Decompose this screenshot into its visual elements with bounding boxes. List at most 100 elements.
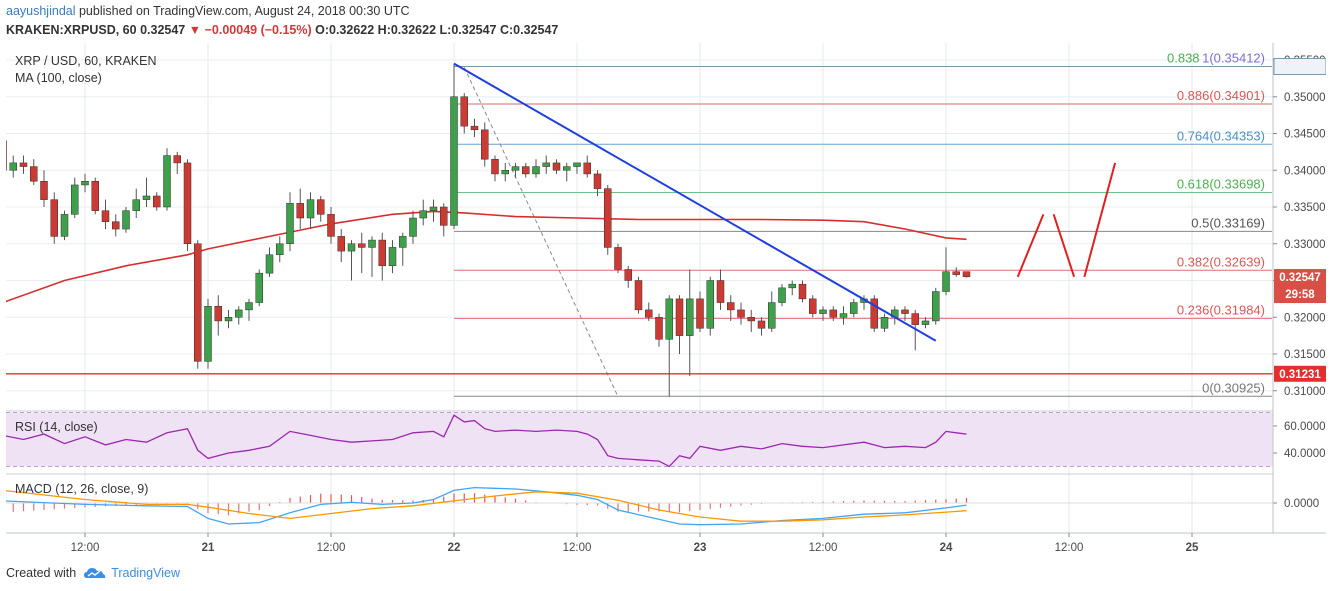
fib-level-label: 0.764(0.34353) (1177, 128, 1265, 143)
candle-down (809, 295, 817, 318)
price-tick-label: 0.32000 (1284, 312, 1326, 324)
candle-body (399, 236, 407, 248)
candle-body (911, 313, 919, 325)
candle-down (30, 159, 38, 185)
candle-body (347, 243, 356, 252)
time-tick-label: 12:00 (317, 542, 346, 554)
candle-down (460, 93, 468, 134)
candle-body (245, 302, 253, 311)
candle-down (296, 188, 304, 230)
candle-up (409, 210, 417, 244)
rsi-band (6, 412, 1273, 467)
candle-body (542, 162, 550, 167)
candle-body (6, 140, 7, 171)
candle-body (122, 210, 130, 230)
candle-body (634, 280, 643, 311)
rsi-title: RSI (14, close) (15, 420, 98, 434)
last-price-marker: 0.32547 29:58 (1274, 269, 1326, 304)
candle-body (706, 280, 714, 329)
candle-body (153, 195, 161, 208)
candle-up (81, 173, 89, 193)
candle-down (675, 295, 684, 354)
time-tick-label: 12:00 (1055, 542, 1084, 554)
projection-stroke (1016, 213, 1045, 278)
candle-body (440, 206, 448, 226)
candle-body (727, 302, 735, 311)
time-tick-label: 12:00 (563, 542, 592, 554)
candle-down (655, 313, 663, 347)
candle-up (286, 192, 294, 252)
candle-down (634, 276, 643, 314)
time-tick-label: 22 (448, 542, 461, 554)
candle-up (532, 159, 540, 178)
candle-up (204, 298, 212, 369)
down-arrow-icon: ▼ (188, 23, 202, 37)
macd-pane: 0.0000 MACD (12, 26, close, 9) (6, 482, 1319, 526)
candle-body (409, 217, 417, 237)
candle-down (153, 192, 161, 211)
author-link[interactable]: aayushjindal (6, 4, 76, 18)
candle-down (552, 159, 561, 174)
candle-up (501, 162, 509, 182)
countdown-text: 29:58 (1285, 289, 1315, 301)
candle-up (132, 188, 140, 219)
publish-info: aayushjindal published on TradingView.co… (6, 4, 410, 18)
candle-body (358, 243, 366, 248)
price-tick-label: 0.31000 (1284, 386, 1326, 398)
candle-down (470, 118, 479, 138)
candle-body (91, 181, 99, 211)
candle-up (276, 236, 284, 263)
symbol-info: KRAKEN:XRPUSD, 60 0.32547 ▼ −0.00049 (−0… (6, 23, 558, 37)
candle-up (450, 63, 458, 230)
candle-body (276, 243, 284, 256)
candle-up (778, 284, 786, 307)
last-price-marker-text: 0.32547 (1279, 272, 1321, 284)
candle-body (19, 162, 28, 167)
candle-down (491, 155, 499, 182)
candle-body (204, 305, 212, 362)
price-change: −0.00049 (−0.15%) (204, 23, 312, 37)
candle-body (183, 162, 192, 244)
candle-down (645, 302, 653, 321)
candle-up (819, 306, 827, 321)
candle-up (573, 162, 581, 174)
candle-up (511, 162, 520, 178)
cloud-icon (84, 568, 106, 578)
price-tick-label: 0.35000 (1284, 92, 1326, 104)
candle-up (880, 313, 889, 332)
candle-up (265, 247, 274, 277)
candle-up (706, 276, 714, 336)
candle-up (347, 240, 356, 281)
candle-up (788, 280, 796, 296)
candle-body (675, 298, 684, 336)
candle-up (255, 269, 263, 307)
tradingview-logo[interactable]: TradingView (84, 566, 180, 580)
candle-up (163, 148, 171, 211)
candle-up (686, 269, 694, 377)
candle-down (901, 306, 909, 321)
candle-body (327, 214, 335, 237)
candle-down (481, 122, 489, 167)
candle-up (224, 309, 233, 329)
candle-body (716, 280, 725, 303)
chart-labels: XRP / USD, 60, KRAKEN MA (100, close) (15, 54, 157, 85)
candle-body (81, 181, 89, 186)
chart-frame[interactable]: 1(0.35412) 0.886(0.34901) 0.764(0.34353) 0.… (6, 43, 1326, 561)
candle-down (624, 265, 632, 288)
candle-down (91, 177, 99, 215)
drawings[interactable] (453, 62, 1117, 342)
support-price-marker-bg (1274, 365, 1326, 382)
candle-up (368, 236, 376, 277)
fib-level-label: 0.236(0.31984) (1177, 302, 1265, 317)
candle-down (214, 295, 222, 336)
support-price-marker-text: 0.31231 (1279, 369, 1321, 381)
candle-body (491, 158, 499, 175)
candle-up (9, 155, 17, 178)
moving-average (6, 210, 967, 303)
ohlc-values: O:0.32622 H:0.32622 L:0.32547 C:0.32547 (315, 23, 559, 37)
candle-body (829, 309, 837, 318)
down-trendline (453, 62, 937, 342)
projection-stroke (1083, 162, 1117, 278)
candle-down (317, 195, 325, 222)
fibonacci-retracement[interactable]: 1(0.35412) 0.886(0.34901) 0.764(0.34353) 0.… (454, 50, 1272, 397)
